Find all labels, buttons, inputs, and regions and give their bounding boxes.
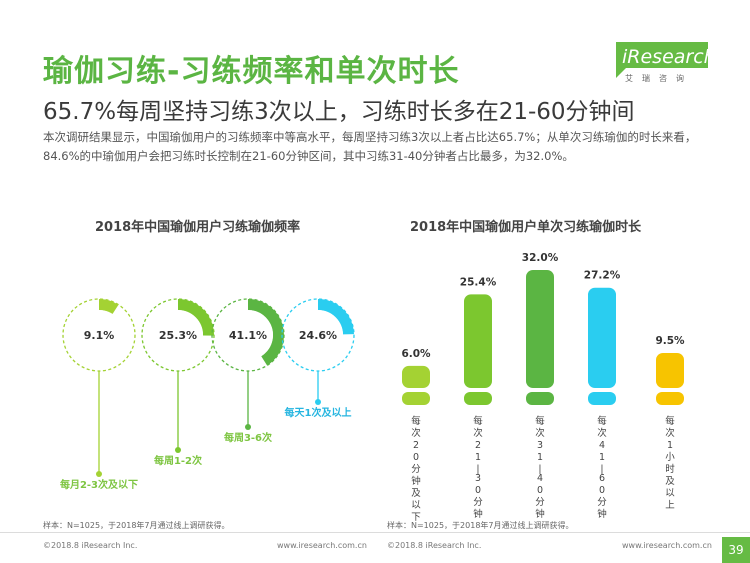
- category-label-char: |: [476, 464, 479, 475]
- page-title: 瑜伽习练-习练频率和单次时长: [43, 54, 460, 89]
- category-label-char: 次: [665, 427, 675, 439]
- ring-center: [74, 310, 124, 360]
- category-label-char: 钟: [411, 475, 421, 487]
- category-label-char: 及: [665, 476, 675, 487]
- bar-value-label: 25.4%: [460, 276, 497, 288]
- footer-copyright-left: ©2018.8 iResearch Inc.: [43, 541, 138, 550]
- category-label-char: 2: [413, 440, 419, 451]
- category-label: 每周3-6次: [224, 431, 272, 444]
- category-label-char: 每: [411, 415, 421, 427]
- category-label-char: 分: [473, 497, 483, 508]
- category-label-char: 2: [475, 440, 481, 451]
- category-label-char: 1: [599, 452, 605, 463]
- category-label-char: 下: [411, 512, 421, 523]
- ring-value-label: 24.6%: [299, 329, 337, 342]
- category-label-char: 0: [475, 485, 481, 496]
- category-label-char: 0: [413, 452, 419, 463]
- category-label-char: 分: [597, 497, 607, 508]
- category-label-char: 以: [411, 500, 421, 511]
- bar: [656, 352, 684, 388]
- page-number: 39: [722, 537, 750, 563]
- category-label-char: 1: [537, 452, 543, 463]
- category-label-char: 每: [535, 415, 545, 427]
- category-label-char: 小: [665, 452, 675, 463]
- category-label-char: 次: [473, 427, 483, 439]
- bar-value-label: 9.5%: [655, 335, 685, 347]
- bar-value-label: 6.0%: [401, 348, 431, 360]
- category-label-char: 时: [665, 463, 675, 475]
- sample-note-right: 样本：N=1025，于2018年7月通过线上调研获得。: [387, 521, 574, 530]
- footer-url-left: www.iresearch.com.cn: [277, 541, 367, 550]
- chart-title-frequency: 2018年中国瑜伽用户习练瑜伽频率: [95, 220, 301, 235]
- category-label-char: |: [600, 464, 603, 475]
- ring-sector: [318, 299, 354, 335]
- footer-divider: [0, 532, 750, 533]
- logo-text: iResearch: [622, 46, 716, 68]
- ring-value-label: 41.1%: [229, 329, 267, 342]
- bar-base: [526, 392, 554, 405]
- leader-dot: [96, 471, 102, 477]
- category-label-char: 3: [475, 473, 481, 484]
- bar-base: [656, 392, 684, 405]
- ring-value-label: 25.3%: [159, 329, 197, 342]
- category-label-char: 钟: [473, 508, 483, 520]
- category-label-char: 1: [475, 452, 481, 463]
- logo-cn-text: 艾瑞咨询: [625, 74, 693, 83]
- category-label-char: 每: [665, 415, 675, 427]
- category-label-char: 分: [535, 497, 545, 508]
- leader-dot: [175, 447, 181, 453]
- leader-dot: [245, 424, 251, 430]
- category-label-char: 每: [473, 415, 483, 427]
- category-label-char: 0: [599, 485, 605, 496]
- category-label-char: |: [538, 464, 541, 475]
- bar-value-label: 27.2%: [584, 270, 621, 282]
- category-label-char: 钟: [535, 508, 545, 520]
- footer-copyright-right: ©2018.8 iResearch Inc.: [387, 541, 482, 550]
- ring-center: [293, 310, 343, 360]
- sample-note-left: 样本：N=1025，于2018年7月通过线上调研获得。: [43, 521, 230, 530]
- ring-center: [153, 310, 203, 360]
- category-label: 每月2-3次及以下: [60, 478, 138, 491]
- iresearch-logo: [616, 42, 708, 78]
- category-label-char: 及: [411, 488, 421, 499]
- chart-title-duration: 2018年中国瑜伽用户单次习练瑜伽时长: [410, 220, 642, 235]
- footer-url-right: www.iresearch.com.cn: [622, 541, 712, 550]
- category-label-char: 次: [411, 427, 421, 439]
- bar: [402, 365, 430, 388]
- bar: [588, 287, 616, 388]
- bar-base: [402, 392, 430, 405]
- category-label-char: 钟: [597, 508, 607, 520]
- frequency-rings-chart: 9.1% 每月2-3次及以下 25.3% 每周1-2次 41.1% 每周3-6次 24.6%…: [60, 298, 355, 491]
- ring-center: [223, 310, 273, 360]
- category-label-char: 4: [537, 473, 543, 484]
- category-label-char: 每: [597, 415, 607, 427]
- bar-base: [588, 392, 616, 405]
- ring-value-label: 9.1%: [84, 329, 115, 342]
- description-text: 本次调研结果显示，中国瑜伽用户的习练频率中等高水平，每周坚持习练3次以上者占比达…: [43, 130, 697, 163]
- category-label-char: 次: [535, 427, 545, 439]
- category-label-char: 6: [599, 473, 605, 484]
- ring-sector: [178, 299, 214, 336]
- category-label-char: 1: [667, 440, 673, 451]
- category-label-char: 分: [411, 464, 421, 475]
- category-label-char: 次: [597, 427, 607, 439]
- category-label-char: 4: [599, 440, 605, 451]
- ring-sector: [248, 299, 284, 366]
- category-label-char: 以: [665, 488, 675, 499]
- bar-base: [464, 392, 492, 405]
- category-label-char: 上: [665, 500, 675, 511]
- leader-dot: [315, 399, 321, 405]
- bar: [464, 294, 492, 388]
- page-subtitle: 65.7%每周坚持习练3次以上，习练时长多在21-60分钟间: [43, 99, 635, 125]
- category-label: 每天1次及以上: [285, 406, 352, 419]
- bar-value-label: 32.0%: [522, 252, 559, 264]
- duration-bar-chart: 6.0%每次20分钟及以下25.4%每次21|30分钟32.0%每次31|40分…: [401, 252, 685, 523]
- category-label-char: 3: [537, 440, 543, 451]
- category-label: 每周1-2次: [154, 454, 202, 467]
- category-label-char: 0: [537, 485, 543, 496]
- bar: [526, 270, 554, 388]
- ring-sector: [99, 299, 119, 314]
